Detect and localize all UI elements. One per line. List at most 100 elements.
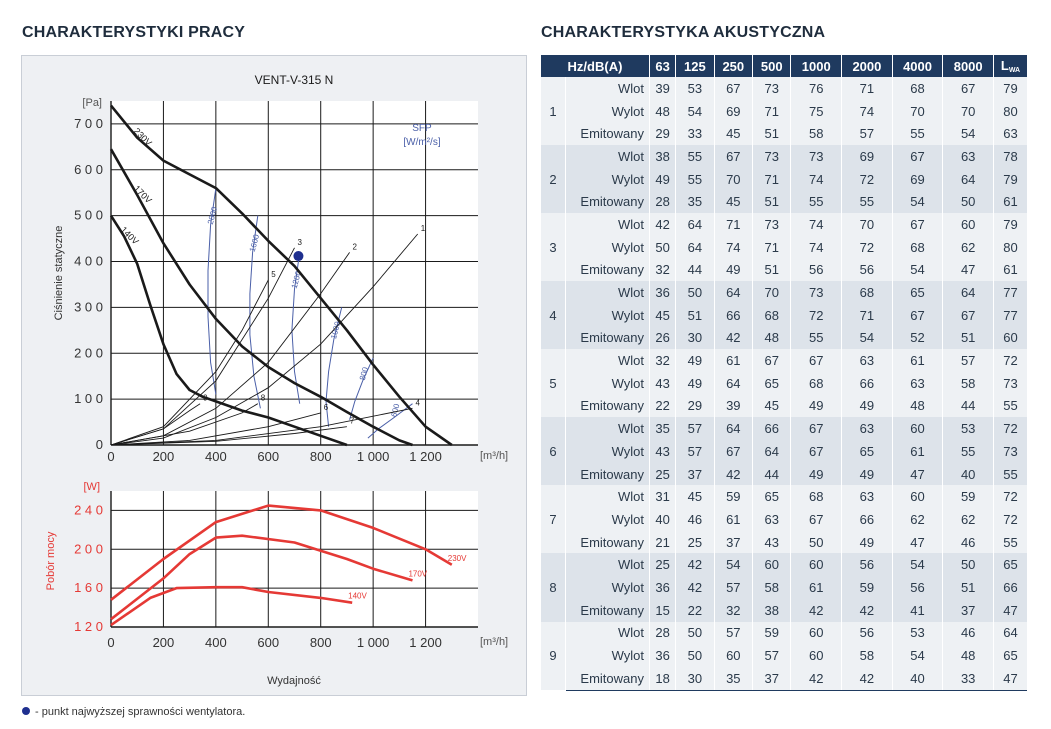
value-cell: 67 bbox=[714, 145, 754, 168]
value-cell: 33 bbox=[675, 122, 715, 146]
x-tick-label: 1 200 bbox=[409, 635, 442, 650]
value-cell: 65 bbox=[752, 371, 792, 395]
value-cell: 42 bbox=[675, 576, 715, 599]
value-cell: 70 bbox=[892, 99, 944, 123]
y-axis-label: Ciśnienie statyczne bbox=[53, 226, 65, 321]
value-cell: 62 bbox=[942, 508, 994, 531]
sfp-curve bbox=[349, 357, 374, 420]
x-tick-label: 0 bbox=[107, 635, 114, 650]
value-cell: 73 bbox=[752, 77, 792, 100]
value-cell: 67 bbox=[942, 303, 994, 327]
group-id-cell: 1 bbox=[541, 77, 566, 146]
value-cell: 30 bbox=[675, 326, 715, 350]
acoustic-header-label: Hz/dB(A) bbox=[541, 55, 650, 77]
value-cell: 79 bbox=[993, 167, 1027, 191]
value-cell: 18 bbox=[649, 666, 677, 691]
value-cell: 30 bbox=[675, 666, 715, 691]
power-curve-label: 140V bbox=[348, 592, 367, 601]
value-cell: 55 bbox=[841, 190, 893, 214]
value-cell: 51 bbox=[752, 190, 792, 214]
value-cell: 46 bbox=[675, 508, 715, 531]
value-cell: 61 bbox=[892, 349, 944, 372]
value-cell: 38 bbox=[752, 598, 792, 622]
table-row: 2 Wlot 38 55 67 73 73 69 67 63 78 bbox=[541, 145, 1027, 214]
value-cell: 71 bbox=[752, 235, 792, 259]
value-cell: 74 bbox=[790, 167, 843, 191]
value-cell: 31 bbox=[649, 485, 677, 509]
value-cell: 57 bbox=[942, 349, 994, 372]
table-row: Emitowany 18 30 35 37 42 42 40 33 47 bbox=[541, 666, 1027, 691]
x-tick-label: 200 bbox=[153, 449, 175, 464]
value-cell: 64 bbox=[942, 167, 994, 191]
sfp-unit: [W/m²/s] bbox=[403, 137, 440, 148]
value-cell: 63 bbox=[841, 417, 893, 440]
value-cell: 47 bbox=[942, 258, 994, 282]
x-tick-label: 0 bbox=[107, 449, 114, 464]
value-cell: 73 bbox=[790, 145, 843, 168]
table-row: Emitowany 28 35 45 51 55 55 54 50 61 bbox=[541, 190, 1027, 214]
value-cell: 49 bbox=[841, 462, 893, 486]
x-tick-label: 1 200 bbox=[409, 449, 442, 464]
value-cell: 56 bbox=[841, 621, 893, 645]
value-cell: 47 bbox=[892, 530, 944, 554]
value-cell: 61 bbox=[790, 576, 843, 599]
value-cell: 60 bbox=[752, 553, 792, 577]
value-cell: 60 bbox=[892, 417, 944, 440]
value-cell: 65 bbox=[993, 644, 1027, 667]
table-row: 3 Wlot 42 64 71 73 74 70 67 60 79 bbox=[541, 213, 1027, 282]
value-cell: 66 bbox=[993, 576, 1027, 599]
sfp-curve bbox=[325, 307, 343, 427]
x-axis-label: Wydajność bbox=[267, 675, 321, 687]
table-row: Wylot 36 42 57 58 61 59 56 51 66 bbox=[541, 576, 1027, 599]
row-label-cell: Wylot bbox=[565, 235, 650, 259]
value-cell: 61 bbox=[993, 258, 1027, 282]
value-cell: 45 bbox=[714, 122, 754, 146]
value-cell: 70 bbox=[752, 281, 792, 304]
value-cell: 25 bbox=[649, 553, 677, 577]
value-cell: 64 bbox=[675, 213, 715, 236]
value-cell: 26 bbox=[649, 326, 677, 350]
value-cell: 39 bbox=[714, 394, 754, 418]
x-unit-label: [m³/h] bbox=[480, 636, 508, 648]
value-cell: 80 bbox=[993, 235, 1027, 259]
value-cell: 40 bbox=[942, 462, 994, 486]
value-cell: 55 bbox=[790, 326, 843, 350]
table-row: Wylot 50 64 74 71 74 72 68 62 80 bbox=[541, 235, 1027, 259]
plot-area-lower bbox=[111, 491, 478, 627]
value-cell: 45 bbox=[675, 485, 715, 509]
value-cell: 62 bbox=[892, 508, 944, 531]
table-row: 6 Wlot 35 57 64 66 67 63 60 53 72 bbox=[541, 417, 1027, 486]
value-cell: 57 bbox=[675, 417, 715, 440]
y-tick-label: 1 6 0 bbox=[74, 580, 103, 595]
value-cell: 57 bbox=[714, 621, 754, 645]
value-cell: 51 bbox=[942, 576, 994, 599]
value-cell: 64 bbox=[714, 417, 754, 440]
y-tick-label: 2 0 0 bbox=[74, 541, 103, 556]
value-cell: 60 bbox=[993, 326, 1027, 350]
value-cell: 53 bbox=[892, 621, 944, 645]
value-cell: 37 bbox=[942, 598, 994, 622]
value-cell: 28 bbox=[649, 621, 677, 645]
max-efficiency-point bbox=[293, 251, 304, 262]
table-row: Wylot 45 51 66 68 72 71 67 67 77 bbox=[541, 303, 1027, 327]
table-row: 9 Wlot 28 50 57 59 60 56 53 46 64 bbox=[541, 621, 1027, 691]
value-cell: 46 bbox=[942, 621, 994, 645]
value-cell: 45 bbox=[649, 303, 677, 327]
value-cell: 76 bbox=[790, 77, 843, 100]
value-cell: 54 bbox=[892, 553, 944, 577]
acoustic-table: Hz/dB(A) 63 125 250 500 1000 2000 4000 8… bbox=[541, 55, 1027, 691]
value-cell: 42 bbox=[714, 462, 754, 486]
lwa-main: L bbox=[1000, 58, 1009, 73]
value-cell: 69 bbox=[892, 167, 944, 191]
row-label-cell: Emitowany bbox=[565, 258, 650, 282]
value-cell: 65 bbox=[841, 440, 893, 463]
value-cell: 51 bbox=[752, 258, 792, 282]
value-cell: 63 bbox=[892, 371, 944, 395]
value-cell: 43 bbox=[752, 530, 792, 554]
table-row: Emitowany 22 29 39 45 49 49 48 44 55 bbox=[541, 394, 1027, 418]
value-cell: 60 bbox=[942, 213, 994, 236]
value-cell: 51 bbox=[752, 122, 792, 146]
value-cell: 63 bbox=[841, 485, 893, 509]
value-cell: 32 bbox=[649, 258, 677, 282]
system-curve-label: 6 bbox=[324, 403, 329, 412]
